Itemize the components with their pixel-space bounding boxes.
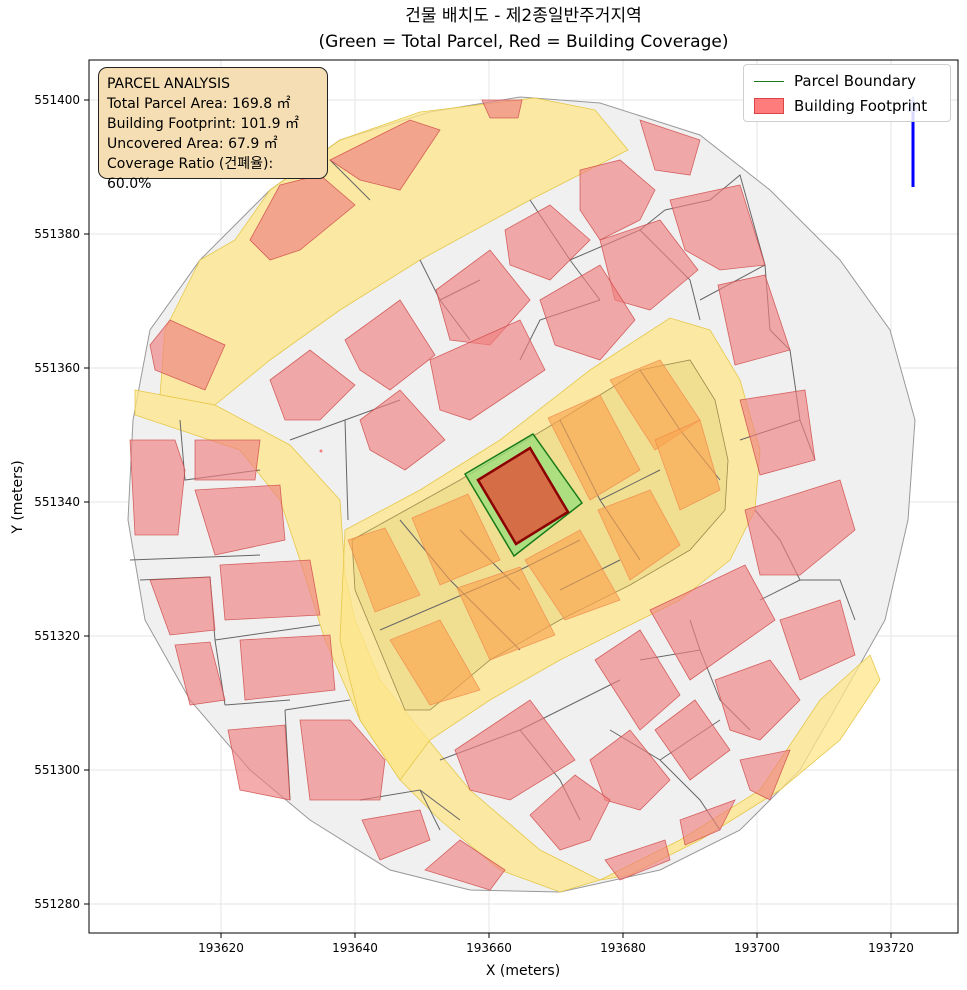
subject-building [476,446,570,546]
info-coverage-ratio: Coverage Ratio (건폐율): 60.0% [107,156,274,192]
info-footprint: Building Footprint: 101.9 ㎡ [107,116,300,132]
x-tick-label: 193640 [332,941,378,955]
tick-marks [84,99,892,938]
chart-title: 건물 배치도 - 제2종일반주거지역 [405,6,642,26]
marker-dot [319,449,323,453]
x-tick-label: 193720 [868,941,914,955]
block-buildings [347,359,721,706]
y-tick-label: 551400 [34,93,80,107]
legend-item-parcel: Parcel Boundary [754,71,916,91]
plot-frame [88,59,959,934]
building-patch-swatch [754,98,784,114]
y-tick-label: 551340 [34,495,80,509]
x-tick-label: 193680 [600,941,646,955]
y-tick-label: 551320 [34,629,80,643]
x-tick-label: 193700 [734,941,780,955]
legend-label-building: Building Footprint [794,97,928,115]
legend-label-parcel: Parcel Boundary [794,72,917,90]
chart-subtitle: (Green = Total Parcel, Red = Building Co… [318,32,729,52]
x-axis-label: X (meters) [486,963,560,979]
y-tick-label: 551300 [34,763,80,777]
info-heading: PARCEL ANALYSIS [107,76,231,92]
legend: Parcel Boundary Building Footprint [743,64,951,122]
y-axis-label: Y (meters) [10,460,26,534]
parcel-analysis-box: PARCEL ANALYSIS Total Parcel Area: 169.8… [98,67,328,192]
y-tick-label: 551280 [34,897,80,911]
info-uncovered: Uncovered Area: 67.9 ㎡ [107,136,278,152]
y-tick-label: 551360 [34,361,80,375]
x-tick-label: 193620 [198,941,244,955]
x-tick-label: 193660 [466,941,512,955]
parcel-line-swatch [754,80,784,82]
context-buildings [129,99,856,891]
y-tick-label: 551380 [34,227,80,241]
legend-item-building: Building Footprint [754,96,927,116]
info-total-area: Total Parcel Area: 169.8 ㎡ [107,96,291,112]
